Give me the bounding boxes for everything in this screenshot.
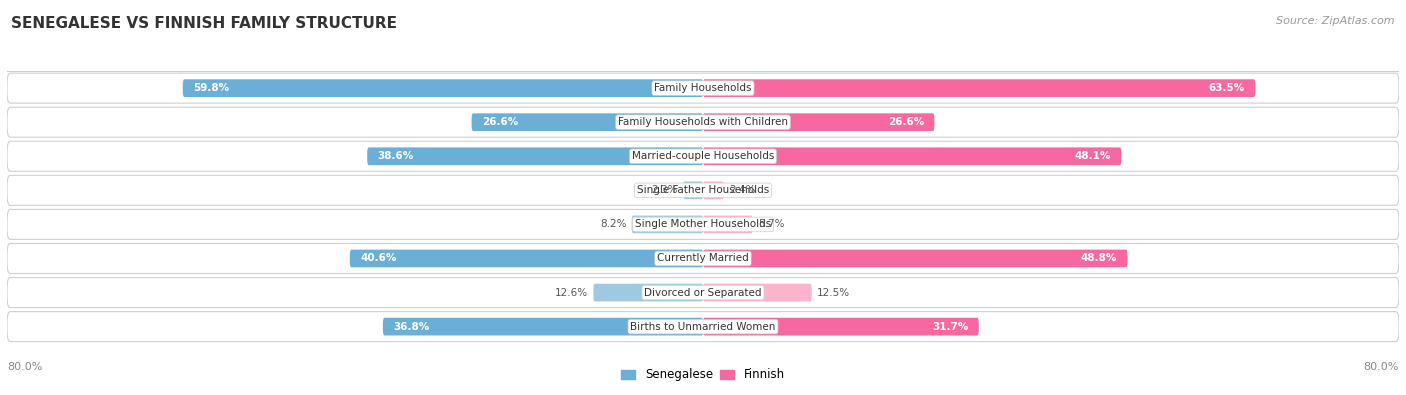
FancyBboxPatch shape (367, 147, 703, 165)
Text: 2.3%: 2.3% (651, 185, 678, 196)
Text: Single Mother Households: Single Mother Households (636, 219, 770, 229)
Text: Family Households: Family Households (654, 83, 752, 93)
FancyBboxPatch shape (631, 216, 703, 233)
FancyBboxPatch shape (7, 141, 1399, 171)
Text: 26.6%: 26.6% (482, 117, 519, 127)
FancyBboxPatch shape (7, 312, 1399, 342)
Text: Single Father Households: Single Father Households (637, 185, 769, 196)
FancyBboxPatch shape (471, 113, 703, 131)
FancyBboxPatch shape (183, 79, 703, 97)
FancyBboxPatch shape (382, 318, 703, 335)
FancyBboxPatch shape (7, 243, 1399, 273)
Text: 63.5%: 63.5% (1209, 83, 1244, 93)
Text: 38.6%: 38.6% (378, 151, 413, 161)
FancyBboxPatch shape (7, 107, 1399, 137)
Text: Currently Married: Currently Married (657, 254, 749, 263)
Text: 80.0%: 80.0% (1364, 362, 1399, 372)
FancyBboxPatch shape (683, 181, 703, 199)
Text: 48.8%: 48.8% (1081, 254, 1118, 263)
FancyBboxPatch shape (7, 175, 1399, 205)
Legend: Senegalese, Finnish: Senegalese, Finnish (621, 368, 785, 381)
Text: 26.6%: 26.6% (887, 117, 924, 127)
FancyBboxPatch shape (703, 216, 752, 233)
FancyBboxPatch shape (703, 250, 1128, 267)
Text: 59.8%: 59.8% (193, 83, 229, 93)
Text: 40.6%: 40.6% (360, 254, 396, 263)
Text: 48.1%: 48.1% (1074, 151, 1111, 161)
FancyBboxPatch shape (7, 278, 1399, 308)
FancyBboxPatch shape (350, 250, 703, 267)
Text: 2.4%: 2.4% (730, 185, 755, 196)
Text: Source: ZipAtlas.com: Source: ZipAtlas.com (1277, 16, 1395, 26)
FancyBboxPatch shape (703, 79, 1256, 97)
FancyBboxPatch shape (703, 181, 724, 199)
Text: Family Households with Children: Family Households with Children (619, 117, 787, 127)
Text: Births to Unmarried Women: Births to Unmarried Women (630, 322, 776, 332)
Text: 8.2%: 8.2% (600, 219, 627, 229)
Text: 12.6%: 12.6% (555, 288, 588, 297)
FancyBboxPatch shape (703, 147, 1122, 165)
Text: 5.7%: 5.7% (758, 219, 785, 229)
Text: 80.0%: 80.0% (7, 362, 42, 372)
FancyBboxPatch shape (703, 318, 979, 335)
Text: SENEGALESE VS FINNISH FAMILY STRUCTURE: SENEGALESE VS FINNISH FAMILY STRUCTURE (11, 16, 398, 31)
Text: 12.5%: 12.5% (817, 288, 851, 297)
FancyBboxPatch shape (593, 284, 703, 301)
FancyBboxPatch shape (7, 73, 1399, 103)
Text: Married-couple Households: Married-couple Households (631, 151, 775, 161)
FancyBboxPatch shape (703, 284, 811, 301)
Text: 36.8%: 36.8% (394, 322, 430, 332)
FancyBboxPatch shape (7, 209, 1399, 239)
Text: Divorced or Separated: Divorced or Separated (644, 288, 762, 297)
FancyBboxPatch shape (703, 113, 935, 131)
Text: 31.7%: 31.7% (932, 322, 969, 332)
